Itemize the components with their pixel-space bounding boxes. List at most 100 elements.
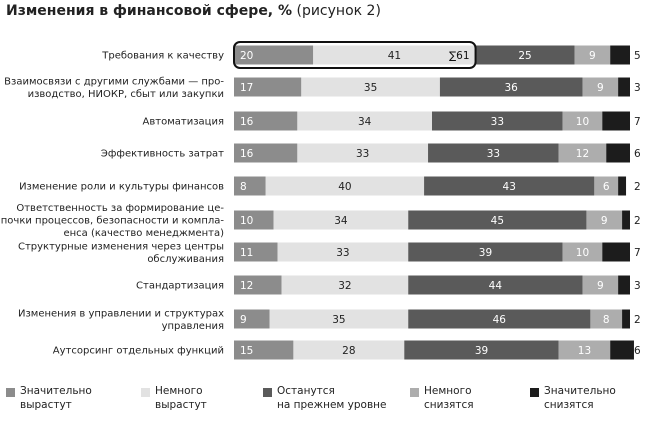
value-label: 2 [634, 181, 641, 193]
value-label: 8 [240, 181, 247, 193]
bar-segment [234, 176, 266, 196]
legend-label: Немного снизятся [424, 385, 474, 411]
bar-segment [622, 210, 630, 230]
value-label: 9 [589, 50, 596, 62]
value-label: 35 [364, 82, 377, 94]
bar-segment [234, 275, 282, 295]
value-label: 44 [489, 280, 503, 292]
bar-segment [622, 309, 630, 329]
bar-segment [234, 111, 298, 131]
value-label: 33 [487, 148, 500, 160]
value-label: 9 [597, 82, 604, 94]
value-label: 33 [336, 247, 349, 259]
stacked-bar-chart: Требования к качеству 20 41 25 9 5 Взаимосвязи… [1, 41, 641, 360]
value-label: 41 [388, 50, 401, 62]
bar-segment [234, 340, 294, 360]
chart-title-main: Изменения в финансовой сфере, % [6, 3, 293, 19]
value-label: 6 [603, 181, 610, 193]
category-label: Автоматизация [143, 117, 224, 128]
bar-segment [562, 111, 603, 131]
value-label: 10 [240, 215, 253, 227]
value-label: 15 [240, 345, 253, 357]
bar-segment [618, 77, 630, 97]
bar-segment [234, 143, 298, 163]
bar-segment [574, 45, 611, 65]
value-label: 13 [578, 345, 591, 357]
bar-segment [408, 309, 591, 329]
bar-segment [606, 143, 630, 163]
bar-segment [408, 275, 583, 295]
value-label: 33 [491, 116, 504, 128]
value-label: 33 [356, 148, 369, 160]
value-label: 6 [634, 148, 641, 160]
value-label: 39 [479, 247, 492, 259]
value-label: 40 [338, 181, 351, 193]
highlight-box [233, 41, 477, 69]
chart-title-sub: (рисунок 2) [296, 3, 381, 19]
bar-segment [582, 77, 619, 97]
bar-segment [610, 340, 634, 360]
value-label: 9 [240, 314, 247, 326]
category-label: Эффективность затрат [101, 149, 224, 160]
value-label: 7 [634, 116, 641, 128]
value-label: 9 [597, 280, 604, 292]
bar-segment [273, 210, 409, 230]
category-label: Требования к качеству [101, 51, 224, 62]
bar-segment [265, 176, 425, 196]
bar-segment [404, 340, 559, 360]
category-label: Аутсорсинг отдельных функций [53, 346, 224, 357]
bar-segment [277, 242, 409, 262]
value-label: 12 [576, 148, 589, 160]
value-label: 12 [240, 280, 253, 292]
bar-segment [618, 176, 627, 196]
legend-item: Останутся на прежнем уровне [263, 384, 387, 412]
value-label: 7 [634, 247, 641, 259]
bar-segment [424, 176, 595, 196]
value-label: 8 [603, 314, 610, 326]
value-label: 16 [240, 116, 254, 128]
bar-segment [558, 143, 607, 163]
bar-segment [618, 275, 630, 295]
value-label: 3 [634, 280, 641, 292]
bar-segment [234, 309, 270, 329]
category-label: Ответственность за формирование це-почки… [1, 203, 225, 239]
value-label: 6 [634, 345, 641, 357]
bar-segment [432, 111, 563, 131]
legend-item: Значительно вырастут [6, 384, 92, 412]
value-label: 5 [634, 50, 641, 62]
value-label: 43 [503, 181, 516, 193]
bar-segment [590, 309, 623, 329]
value-label: 25 [518, 50, 531, 62]
value-label: 39 [475, 345, 488, 357]
bar-segment [586, 210, 623, 230]
bar-segment [582, 275, 619, 295]
category-label: Изменения в управлении и структурах управ… [18, 308, 224, 332]
value-label: 10 [576, 116, 589, 128]
bar-segment [234, 77, 302, 97]
bar-segment [439, 77, 583, 97]
value-label: 45 [491, 215, 504, 227]
value-label: 9 [601, 215, 608, 227]
value-label: 34 [358, 116, 372, 128]
value-label: 2 [634, 314, 641, 326]
category-label: Изменение роли и культуры финансов [19, 182, 224, 193]
value-label: 28 [342, 345, 355, 357]
bar-segment [234, 45, 314, 65]
bar-segment [234, 242, 278, 262]
legend-label: Значительно снизятся [544, 385, 616, 411]
legend-swatch [263, 388, 272, 397]
bar-segment [313, 45, 476, 65]
legend-swatch [141, 388, 150, 397]
bar-segment [408, 242, 563, 262]
bar-segment [602, 242, 630, 262]
bar-segment [281, 275, 409, 295]
bar-segment [297, 143, 429, 163]
value-label: 32 [338, 280, 351, 292]
sum-annotation: ∑61 [449, 50, 469, 62]
value-label: 34 [334, 215, 348, 227]
bar-segment [297, 111, 432, 131]
bar-segment [301, 77, 440, 97]
value-label: 16 [240, 148, 254, 160]
value-label: 35 [332, 314, 345, 326]
chart-legend: Значительно вырастут Немного вырастут Оста… [0, 384, 650, 424]
